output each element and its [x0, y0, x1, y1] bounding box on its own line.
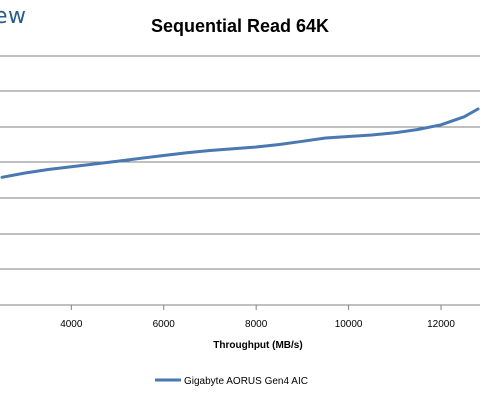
chart-title: Sequential Read 64K	[151, 16, 329, 36]
x-tick-label: 12000	[427, 319, 455, 330]
x-tick-label: 8000	[245, 319, 268, 330]
x-axis-label: Throughput (MB/s)	[213, 340, 302, 351]
brand-logo-text: ew	[0, 4, 27, 29]
legend: Gigabyte AORUS Gen4 AIC	[155, 376, 308, 387]
series-group	[0, 107, 480, 179]
x-tick-label: 6000	[153, 319, 176, 330]
gridlines	[0, 55, 480, 306]
x-axis-ticks: 4000 6000 8000 10000 12000	[60, 305, 455, 330]
legend-entry-label: Gigabyte AORUS Gen4 AIC	[184, 376, 308, 387]
x-tick-label: 4000	[60, 319, 83, 330]
x-tick-label: 10000	[335, 319, 363, 330]
series-line	[0, 107, 480, 179]
